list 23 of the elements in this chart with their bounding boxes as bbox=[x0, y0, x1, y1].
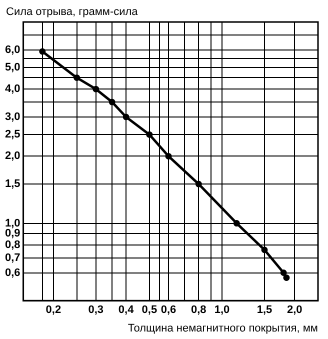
x-tick-label: 0,5 bbox=[142, 304, 158, 316]
y-tick-label: 5,0 bbox=[4, 62, 20, 74]
y-tick-label: 0,6 bbox=[4, 266, 20, 279]
y-tick-label: 1,0 bbox=[4, 217, 20, 230]
y-axis-title: Сила отрыва, грамм-сила bbox=[6, 6, 138, 18]
y-tick-label: 1,5 bbox=[4, 178, 20, 190]
x-tick-label: 0,8 bbox=[190, 304, 206, 316]
x-tick-label: 0,4 bbox=[118, 304, 135, 316]
y-tick-label: 2,0 bbox=[4, 150, 20, 162]
y-tick-label: 6,0 bbox=[4, 44, 20, 56]
y-tick-label: 3,0 bbox=[4, 110, 20, 123]
y-tick-label: 0,9 bbox=[4, 228, 20, 240]
x-tick-label: 1,0 bbox=[214, 304, 230, 316]
x-axis-title: Толщина немагнитного покрытия, мм bbox=[128, 322, 318, 334]
x-tick-label: 0,6 bbox=[160, 304, 176, 316]
x-tick-label: 2,0 bbox=[286, 304, 302, 316]
x-tick-label: 1,5 bbox=[256, 304, 272, 316]
y-tick-label: 0,7 bbox=[4, 252, 20, 264]
y-tick-label: 2,5 bbox=[4, 128, 20, 141]
x-tick-label: 0,2 bbox=[46, 304, 62, 316]
x-tick-label: 0,3 bbox=[88, 304, 104, 316]
y-tick-label: 4,0 bbox=[4, 83, 20, 96]
y-tick-label: 0,8 bbox=[4, 238, 20, 251]
